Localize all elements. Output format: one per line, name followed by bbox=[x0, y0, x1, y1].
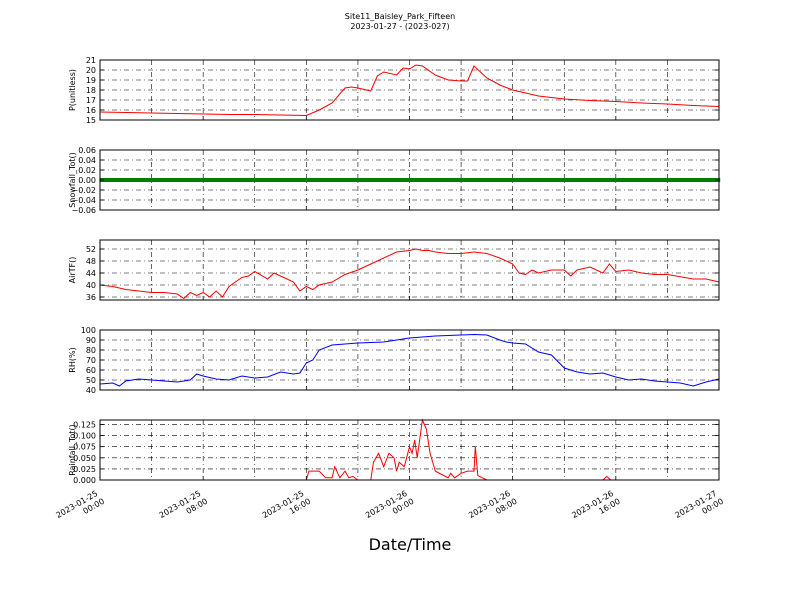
data-point bbox=[136, 178, 140, 182]
data-point bbox=[630, 178, 634, 182]
data-point bbox=[192, 178, 196, 182]
data-point bbox=[144, 178, 148, 182]
data-point bbox=[582, 178, 586, 182]
series-line-3 bbox=[99, 333, 720, 387]
data-point bbox=[248, 178, 252, 182]
data-point bbox=[526, 178, 530, 182]
data-point bbox=[686, 178, 690, 182]
y-tick-label: 48 bbox=[86, 257, 96, 266]
data-point bbox=[216, 178, 220, 182]
data-point bbox=[670, 178, 674, 182]
data-point bbox=[542, 178, 546, 182]
y-axis-label: Snowfall_Tot() bbox=[68, 152, 77, 208]
y-tick-label: 21 bbox=[86, 56, 96, 65]
series-line-2 bbox=[99, 248, 720, 300]
y-tick-label: 0.050 bbox=[73, 454, 96, 463]
data-point bbox=[168, 178, 172, 182]
data-point bbox=[574, 178, 578, 182]
y-tick-label: 0.000 bbox=[73, 476, 96, 485]
data-point bbox=[710, 178, 714, 182]
data-point bbox=[176, 178, 180, 182]
data-point bbox=[590, 178, 594, 182]
data-point bbox=[232, 178, 236, 182]
data-point bbox=[566, 178, 570, 182]
data-point bbox=[104, 178, 108, 182]
data-point bbox=[622, 178, 626, 182]
y-tick-label: 44 bbox=[86, 269, 96, 278]
chart-subtitle: 2023-01-27 - (2023-027) bbox=[350, 22, 450, 31]
data-point bbox=[694, 178, 698, 182]
x-axis-label: Date/Time bbox=[369, 535, 452, 554]
y-tick-label: 70 bbox=[86, 356, 96, 365]
data-point bbox=[638, 178, 642, 182]
x-tick-label: 2023-01-2608:00 bbox=[467, 488, 519, 529]
y-tick-label: −0.04 bbox=[71, 196, 96, 205]
data-point bbox=[614, 178, 618, 182]
data-point bbox=[152, 178, 156, 182]
x-tick-label: 2023-01-2616:00 bbox=[570, 488, 622, 529]
y-tick-label: 17 bbox=[86, 96, 96, 105]
y-tick-label: 0.04 bbox=[78, 156, 96, 165]
snowfall-series bbox=[99, 178, 721, 182]
data-point bbox=[240, 178, 244, 182]
y-tick-label: 0.100 bbox=[73, 432, 96, 441]
data-point bbox=[208, 178, 212, 182]
x-tick-label: 2023-01-2516:00 bbox=[261, 488, 313, 529]
y-tick-label: 0.125 bbox=[73, 420, 96, 429]
y-axis-label: RH(%) bbox=[68, 347, 77, 372]
y-tick-label: 18 bbox=[86, 86, 96, 95]
x-tick-label: 2023-01-2600:00 bbox=[364, 488, 416, 529]
data-point bbox=[550, 178, 554, 182]
y-axis-label: P(unitless) bbox=[68, 69, 77, 111]
data-point bbox=[120, 178, 124, 182]
data-point bbox=[534, 178, 538, 182]
data-point bbox=[598, 178, 602, 182]
data-point bbox=[112, 178, 116, 182]
y-tick-label: 20 bbox=[86, 66, 96, 75]
y-tick-label: 0.02 bbox=[78, 166, 96, 175]
y-tick-label: 0.00 bbox=[78, 176, 96, 185]
data-point bbox=[678, 178, 682, 182]
y-tick-label: 60 bbox=[86, 366, 96, 375]
x-tick-label: 2023-01-2508:00 bbox=[158, 488, 210, 529]
y-tick-label: 52 bbox=[86, 245, 96, 254]
y-tick-label: 19 bbox=[86, 76, 96, 85]
y-tick-label: 15 bbox=[86, 116, 96, 125]
y-tick-label: 90 bbox=[86, 336, 96, 345]
y-tick-label: 0.075 bbox=[73, 443, 96, 452]
x-tick-label: 2023-01-2500:00 bbox=[54, 488, 106, 529]
data-point bbox=[654, 178, 658, 182]
x-tick-label: 2023-01-2700:00 bbox=[673, 488, 725, 529]
y-tick-label: 100 bbox=[81, 326, 96, 335]
y-tick-label: 36 bbox=[86, 293, 96, 302]
y-axis-label: Rainfall_Tot() bbox=[68, 424, 77, 476]
series-line-4 bbox=[100, 418, 719, 481]
series-line-0 bbox=[99, 64, 720, 117]
y-tick-label: 16 bbox=[86, 106, 96, 115]
data-point bbox=[558, 178, 562, 182]
data-point bbox=[646, 178, 650, 182]
data-point bbox=[518, 178, 522, 182]
y-tick-label: −0.02 bbox=[71, 186, 96, 195]
y-tick-label: 80 bbox=[86, 346, 96, 355]
y-tick-label: 0.06 bbox=[78, 146, 96, 155]
y-tick-label: 50 bbox=[86, 376, 96, 385]
data-point bbox=[224, 178, 228, 182]
data-point bbox=[160, 178, 164, 182]
y-tick-label: −0.06 bbox=[71, 206, 96, 215]
data-point bbox=[662, 178, 666, 182]
data-point bbox=[200, 178, 204, 182]
y-tick-label: 0.025 bbox=[73, 465, 96, 474]
y-tick-label: 40 bbox=[86, 386, 96, 395]
chart-title: Site11_Baisley_Park_Fifteen bbox=[344, 12, 456, 21]
y-axis-label: AirTF() bbox=[68, 257, 77, 284]
data-point bbox=[128, 178, 132, 182]
data-point bbox=[606, 178, 610, 182]
data-point bbox=[702, 178, 706, 182]
data-point bbox=[184, 178, 188, 182]
y-tick-label: 40 bbox=[86, 281, 96, 290]
